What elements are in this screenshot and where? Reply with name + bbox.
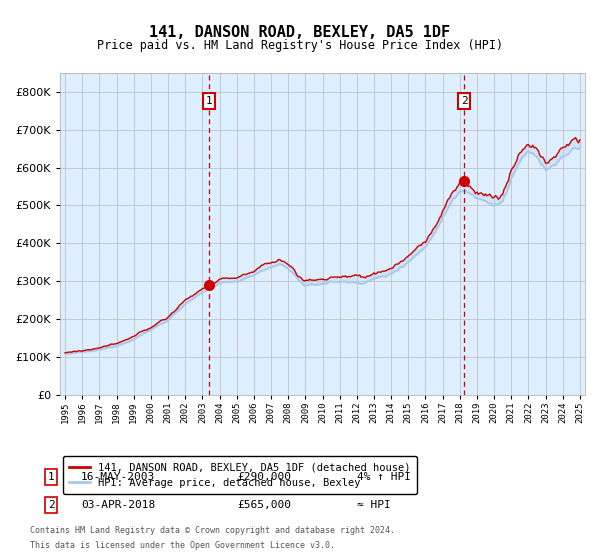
Text: 1: 1 bbox=[205, 96, 212, 106]
Text: 2: 2 bbox=[461, 96, 467, 106]
Text: 03-APR-2018: 03-APR-2018 bbox=[81, 500, 155, 510]
Text: £565,000: £565,000 bbox=[237, 500, 291, 510]
Text: Contains HM Land Registry data © Crown copyright and database right 2024.: Contains HM Land Registry data © Crown c… bbox=[30, 526, 395, 535]
Text: 2: 2 bbox=[47, 500, 55, 510]
Text: 1: 1 bbox=[47, 472, 55, 482]
Text: This data is licensed under the Open Government Licence v3.0.: This data is licensed under the Open Gov… bbox=[30, 541, 335, 550]
Text: Price paid vs. HM Land Registry's House Price Index (HPI): Price paid vs. HM Land Registry's House … bbox=[97, 39, 503, 52]
Text: ≈ HPI: ≈ HPI bbox=[357, 500, 391, 510]
Text: 141, DANSON ROAD, BEXLEY, DA5 1DF: 141, DANSON ROAD, BEXLEY, DA5 1DF bbox=[149, 25, 451, 40]
Text: 16-MAY-2003: 16-MAY-2003 bbox=[81, 472, 155, 482]
Text: 4% ↑ HPI: 4% ↑ HPI bbox=[357, 472, 411, 482]
Text: £290,000: £290,000 bbox=[237, 472, 291, 482]
Legend: 141, DANSON ROAD, BEXLEY, DA5 1DF (detached house), HPI: Average price, detached: 141, DANSON ROAD, BEXLEY, DA5 1DF (detac… bbox=[62, 456, 417, 494]
